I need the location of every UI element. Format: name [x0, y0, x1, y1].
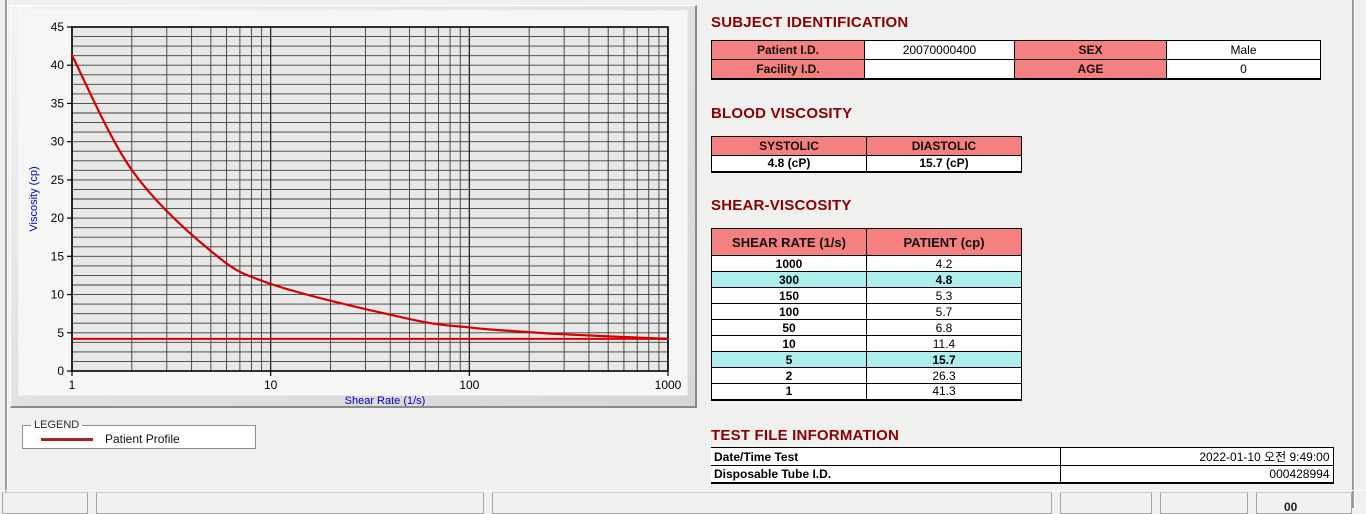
window-right-edge [1352, 0, 1354, 508]
patient-cp-cell: 41.3 [866, 383, 1022, 400]
x-tick-label: 1000 [655, 378, 682, 392]
y-tick-label: 15 [51, 249, 65, 263]
sex-value: Male [1166, 40, 1321, 60]
y-tick-label: 25 [51, 173, 65, 187]
bottom-panel-segment [1060, 492, 1152, 514]
patient-cp-cell: 4.8 [866, 271, 1022, 288]
disposable-tube-id-value: 000428994 [1060, 465, 1334, 484]
shear-rate-cell: 1000 [711, 255, 867, 272]
table-row: 4.8 (cP) 15.7 (cP) [711, 155, 1022, 172]
table-row: 1000 4.2 [711, 255, 1022, 272]
x-tick-label: 10 [264, 378, 278, 392]
patient-id-label: Patient I.D. [711, 40, 865, 60]
shear-rate-cell: 100 [711, 303, 867, 320]
diastolic-column-header: DIASTOLIC [866, 136, 1022, 156]
x-axis-label: Shear Rate (1/s) [345, 395, 426, 406]
shear-rate-cell: 300 [711, 271, 867, 288]
disposable-tube-id-label: Disposable Tube I.D. [711, 465, 1061, 484]
clipped-button-text: 00 [1284, 500, 1298, 514]
y-tick-label: 35 [51, 96, 65, 110]
patient-column-header: PATIENT (cp) [866, 228, 1022, 256]
y-tick-label: 40 [51, 58, 65, 72]
shear-viscosity-title: SHEAR-VISCOSITY [711, 197, 852, 214]
patient-cp-cell: 11.4 [866, 335, 1022, 352]
table-row: Date/Time Test 2022-01-10 오전 9:49:00 [711, 447, 1334, 466]
systolic-column-header: SYSTOLIC [711, 136, 867, 156]
shear-viscosity-chart: 0 5 10 15 20 25 30 35 40 45 1 10 100 1000 Viscosity (c… [18, 10, 688, 406]
legend-item: Patient Profile [23, 432, 255, 446]
patient-cp-cell: 5.3 [866, 287, 1022, 304]
systolic-value: 4.8 (cP) [711, 155, 867, 172]
patient-id-value: 20070000400 [864, 40, 1015, 60]
x-tick-label: 100 [459, 378, 479, 392]
table-row: Facility I.D. AGE 0 [711, 59, 1321, 79]
legend-item-label: Patient Profile [105, 432, 180, 446]
bottom-divider [0, 490, 1366, 491]
plot-frame [71, 26, 669, 372]
table-row: Patient I.D. 20070000400 SEX Male [711, 40, 1321, 60]
age-value: 0 [1166, 59, 1321, 79]
bottom-panel-segment [1160, 492, 1248, 514]
bottom-panel-segment [96, 492, 484, 514]
patient-cp-cell: 5.7 [866, 303, 1022, 320]
subject-identification-title: SUBJECT IDENTIFICATION [711, 14, 909, 31]
y-tick-label: 5 [57, 326, 64, 340]
table-row: 50 6.8 [711, 319, 1022, 336]
y-tick-label: 10 [51, 288, 65, 302]
table-row: 100 5.7 [711, 303, 1022, 320]
table-row: 2 26.3 [711, 367, 1022, 384]
bottom-panel-segment [2, 492, 88, 514]
table-row: Disposable Tube I.D. 000428994 [711, 465, 1334, 484]
shear-rate-cell: 1 [711, 383, 867, 400]
test-file-information-table: Date/Time Test 2022-01-10 오전 9:49:00 Dis… [711, 447, 1334, 484]
shear-rate-cell: 5 [711, 351, 867, 368]
shear-rate-cell: 50 [711, 319, 867, 336]
shear-rate-column-header: SHEAR RATE (1/s) [711, 228, 867, 256]
patient-cp-cell: 6.8 [866, 319, 1022, 336]
table-header-row: SHEAR RATE (1/s) PATIENT (cp) [711, 228, 1022, 256]
table-row: 5 15.7 [711, 351, 1022, 368]
table-row: 1 41.3 [711, 383, 1022, 400]
shear-viscosity-table: SHEAR RATE (1/s) PATIENT (cp) 1000 4.2 30… [711, 228, 1022, 401]
table-header-row: SYSTOLIC DIASTOLIC [711, 136, 1022, 156]
blood-viscosity-title: BLOOD VISCOSITY [711, 105, 853, 122]
patient-cp-cell: 4.2 [866, 255, 1022, 272]
y-tick-label: 0 [57, 364, 64, 378]
table-row: 150 5.3 [711, 287, 1022, 304]
table-row: 300 4.8 [711, 271, 1022, 288]
patient-profile-curve [70, 54, 670, 340]
subject-identification-table: Patient I.D. 20070000400 SEX Male Facili… [711, 40, 1321, 80]
bottom-panel-segment [492, 492, 1052, 514]
x-tick-label: 1 [69, 378, 76, 392]
test-file-information-title: TEST FILE INFORMATION [711, 427, 900, 444]
patient-profile-line-swatch [41, 437, 93, 441]
shear-rate-cell: 10 [711, 335, 867, 352]
shear-rate-cell: 2 [711, 367, 867, 384]
patient-cp-cell: 26.3 [866, 367, 1022, 384]
blood-viscosity-table: SYSTOLIC DIASTOLIC 4.8 (cP) 15.7 (cP) [711, 136, 1022, 173]
bottom-panel-segment: 00 [1256, 492, 1352, 514]
y-axis-label: Viscosity (cp) [28, 166, 40, 231]
facility-id-label: Facility I.D. [711, 59, 865, 79]
legend-title: LEGEND [34, 419, 80, 431]
y-tick-label: 20 [51, 211, 65, 225]
date-time-test-label: Date/Time Test [711, 447, 1061, 466]
shear-rate-cell: 150 [711, 287, 867, 304]
patient-cp-cell: 15.7 [866, 351, 1022, 368]
table-row: 10 11.4 [711, 335, 1022, 352]
chart-panel: 0 5 10 15 20 25 30 35 40 45 1 10 100 1000 Viscosity (c… [10, 5, 697, 408]
date-time-test-value: 2022-01-10 오전 9:49:00 [1060, 447, 1334, 466]
facility-id-value [864, 59, 1015, 79]
window-left-edge [5, 0, 7, 508]
sex-label: SEX [1014, 40, 1167, 60]
y-tick-label: 45 [51, 20, 65, 34]
diastolic-value: 15.7 (cP) [866, 155, 1022, 172]
age-label: AGE [1014, 59, 1167, 79]
y-tick-label: 30 [51, 135, 65, 149]
legend-box: LEGEND Patient Profile [22, 419, 256, 449]
